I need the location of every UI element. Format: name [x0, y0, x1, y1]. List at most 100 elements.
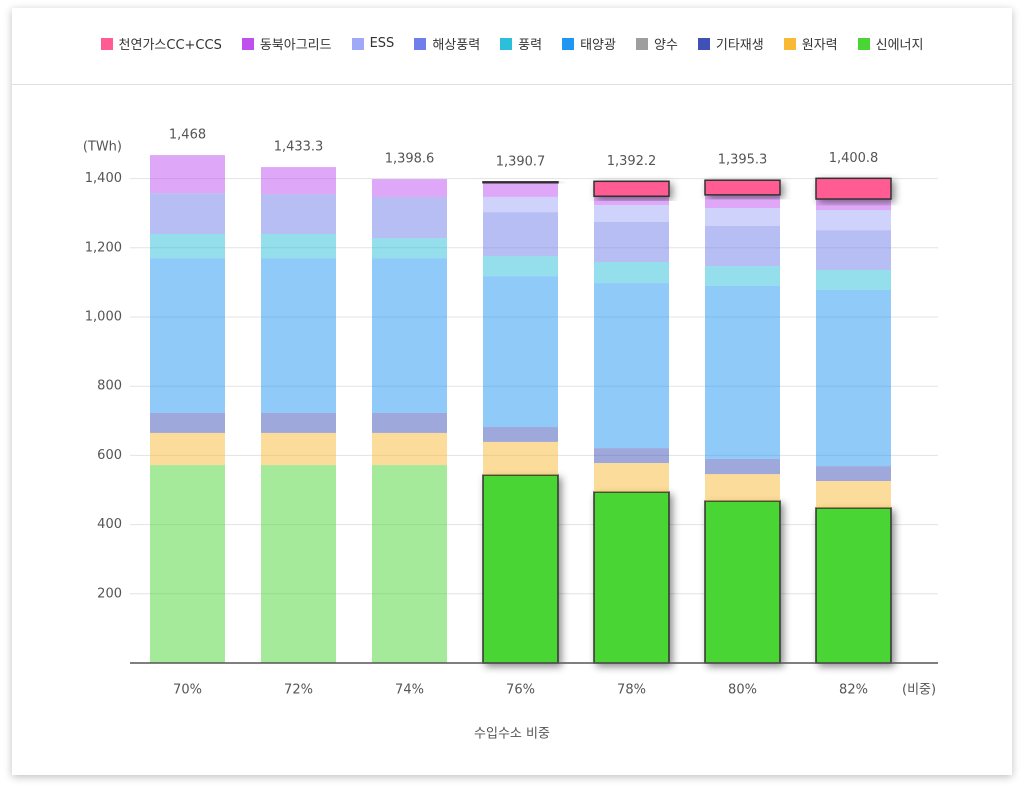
bar-segment — [704, 500, 781, 664]
legend-swatch — [783, 37, 796, 50]
bar-segment — [150, 233, 225, 259]
bar-segment — [705, 285, 780, 459]
bar-segment — [483, 256, 558, 277]
y-tick-label: 400 — [97, 517, 122, 532]
legend-item: 풍력 — [500, 34, 542, 53]
bar-segment — [816, 290, 891, 467]
bar-segment — [483, 441, 558, 476]
total-label: 1,398.6 — [385, 152, 435, 167]
legend-label: 천연가스CC+CCS — [118, 38, 222, 53]
legend-item: 해상풍력 — [414, 34, 480, 53]
bar-segment — [483, 276, 558, 428]
bar-segment — [815, 177, 892, 200]
bar-segment — [483, 196, 558, 213]
y-tick-label: 1,200 — [85, 240, 122, 255]
bar-segment — [261, 194, 336, 234]
bar-segment — [594, 261, 669, 284]
bar-segment — [261, 465, 336, 663]
bar-segment — [150, 258, 225, 413]
bar-segment — [705, 226, 780, 267]
bar-segment — [593, 180, 670, 197]
x-axis-title: 수입수소 비중 — [474, 727, 550, 742]
bar-segment — [816, 269, 891, 291]
chart: 200 400 600 800 1,000 1,200 1,400 (TWh) 1,468 70%… — [83, 128, 938, 742]
total-label: 1,433.3 — [274, 140, 324, 155]
legend-label: 해상풍력 — [432, 38, 481, 53]
legend-label: 태양광 — [580, 38, 616, 53]
bar-segment — [372, 465, 447, 663]
bar-segment — [150, 465, 225, 663]
legend-swatch — [241, 37, 254, 50]
legend-swatch — [857, 37, 870, 50]
card: 천연가스CC+CCS 동북아그리드 ESS 해상풍력 풍력 태양광 양수 기타재생 원자력 신에너… — [12, 8, 1012, 775]
bar-segment — [816, 466, 891, 482]
bar-segment — [594, 221, 669, 262]
legend-label: 풍력 — [518, 38, 543, 53]
bar-segment — [704, 179, 781, 196]
y-tick-label: 1,400 — [85, 171, 122, 186]
y-unit-label: (TWh) — [83, 140, 122, 155]
legend-swatch — [562, 37, 575, 50]
y-tick-label: 800 — [97, 379, 122, 394]
bar-segment — [815, 507, 892, 664]
bar-segment — [705, 458, 780, 475]
y-tick-label: 200 — [97, 586, 122, 601]
bar-segment — [150, 412, 225, 433]
bar-segment — [705, 208, 780, 227]
legend: 천연가스CC+CCS 동북아그리드 ESS 해상풍력 풍력 태양광 양수 기타재생 원자력 신에너… — [12, 34, 1012, 53]
bar-segment — [150, 193, 225, 234]
bar-segment — [372, 196, 447, 239]
bar-segment — [150, 432, 225, 466]
y-tick-label: 600 — [97, 448, 122, 463]
legend-item: 원자력 — [783, 34, 838, 53]
bar-segment — [372, 238, 447, 259]
total-label: 1,392.2 — [607, 154, 657, 169]
bar-segment — [261, 412, 336, 433]
bar-segment — [705, 266, 780, 286]
legend-item: 신에너지 — [857, 34, 924, 53]
legend-label: 양수 — [653, 38, 678, 53]
legend-swatch — [500, 37, 513, 50]
legend-item: 천연가스CC+CCS — [100, 34, 222, 53]
bar-segment — [594, 448, 669, 464]
bar-segment — [483, 183, 558, 197]
bar-segment — [483, 427, 558, 442]
bar-segment — [816, 481, 891, 508]
legend-swatch — [351, 37, 364, 50]
legend-label: ESS — [369, 36, 395, 51]
bar-segment — [482, 474, 559, 664]
bar-segment — [816, 230, 891, 270]
bar-segment — [372, 179, 447, 197]
total-label: 1,468 — [169, 128, 206, 143]
bar-segment — [705, 194, 780, 209]
legend-item: 태양광 — [562, 34, 616, 53]
legend-item: 양수 — [635, 34, 678, 53]
bar-segment — [372, 432, 447, 466]
legend-label: 원자력 — [801, 38, 838, 53]
bar-segment — [261, 432, 336, 466]
legend-label: 동북아그리드 — [259, 38, 332, 53]
x-unit-label: (비중) — [902, 683, 936, 698]
bar-segment — [261, 258, 336, 413]
bar-segment — [372, 412, 447, 433]
legend-label: 신에너지 — [875, 38, 924, 53]
legend-item: ESS — [351, 34, 395, 53]
legend-swatch — [697, 37, 710, 50]
total-label: 1,400.8 — [829, 151, 879, 166]
x-tick-label: 76% — [506, 683, 535, 698]
bar-segment — [482, 181, 559, 184]
bar-segment — [816, 210, 891, 231]
x-tick-label: 78% — [617, 683, 646, 698]
bar-segment — [261, 167, 336, 195]
bar-segment — [594, 204, 669, 222]
x-tick-label: 72% — [284, 683, 313, 698]
bar-segment — [483, 212, 558, 257]
bar-segment — [594, 463, 669, 493]
bar-segment — [372, 258, 447, 413]
bar-segment — [593, 491, 670, 664]
legend-item: 동북아그리드 — [241, 34, 332, 53]
total-label: 1,390.7 — [496, 154, 546, 169]
legend-swatch — [100, 37, 113, 50]
bar-segment — [594, 283, 669, 449]
x-tick-label: 70% — [173, 683, 202, 698]
